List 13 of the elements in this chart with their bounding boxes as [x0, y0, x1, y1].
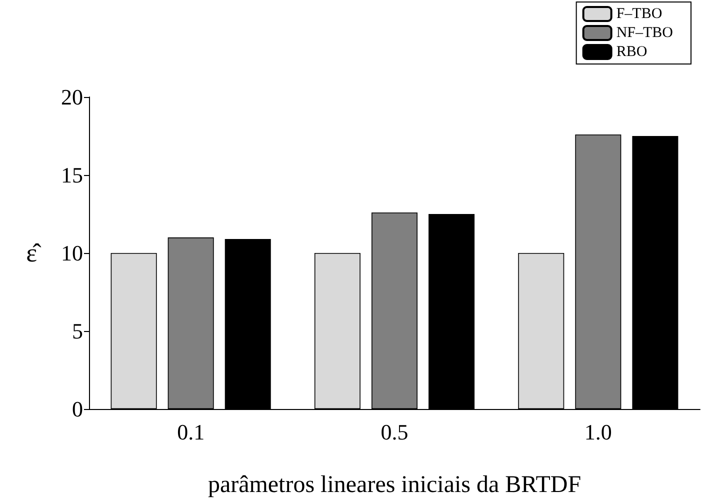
y-tick-label: 5 — [72, 318, 83, 344]
y-tick-label: 10 — [61, 240, 83, 266]
y-tick-label: 0 — [72, 396, 83, 422]
x-tick-label: 0.1 — [177, 420, 205, 444]
x-tick-label: 0.5 — [380, 420, 408, 444]
legend-label: F–TBO — [616, 6, 662, 22]
legend-label: NF–TBO — [616, 25, 674, 41]
y-axis-title: ε̂ — [26, 238, 42, 268]
x-tick-label: 1.0 — [584, 420, 612, 444]
y-tick-label: 15 — [61, 162, 83, 188]
x-axis-title: parâmetros lineares iniciais da BRTDF — [208, 472, 582, 498]
y-tick-label: 20 — [61, 84, 83, 110]
legend-label: RBO — [616, 44, 648, 60]
